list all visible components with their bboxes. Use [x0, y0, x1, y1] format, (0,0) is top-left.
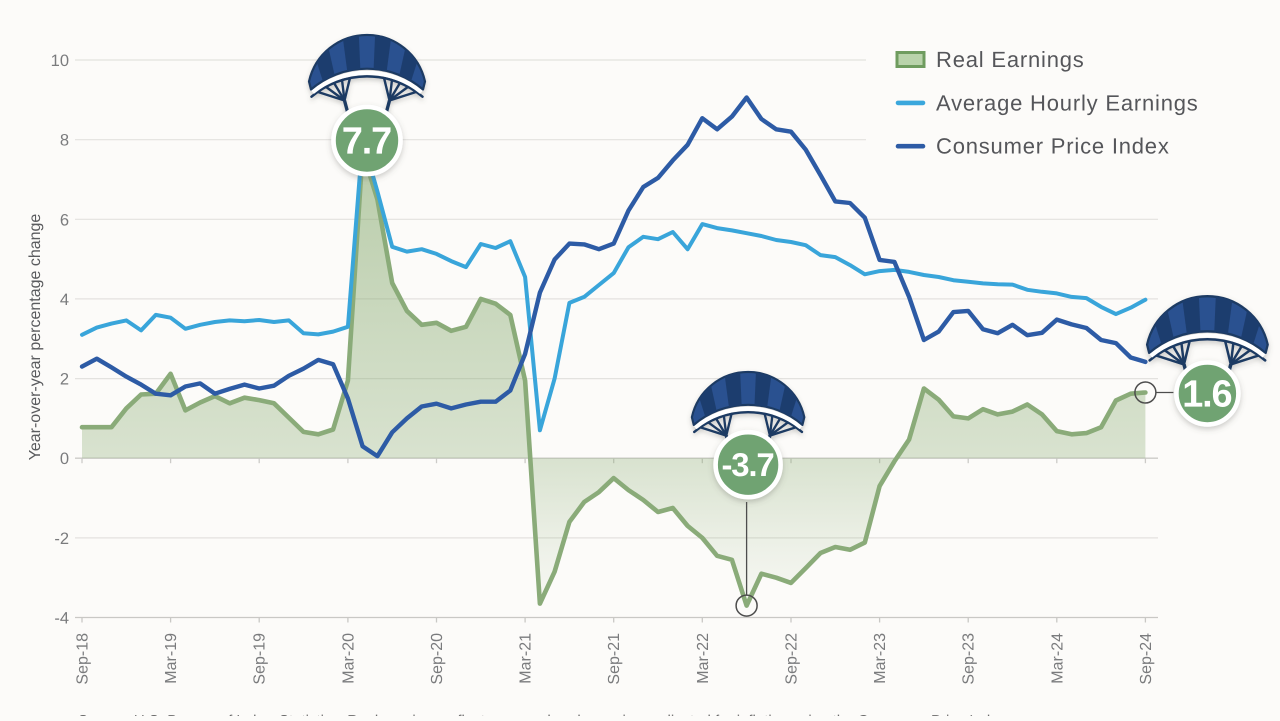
svg-text:Mar-20: Mar-20	[340, 633, 357, 684]
svg-text:Sep-22: Sep-22	[784, 633, 801, 685]
svg-text:Sep-24: Sep-24	[1138, 633, 1155, 685]
svg-text:Mar-19: Mar-19	[163, 633, 180, 684]
svg-text:-4: -4	[54, 610, 69, 628]
svg-text:Real Earnings: Real Earnings	[936, 47, 1085, 72]
svg-text:10: 10	[51, 52, 69, 70]
svg-text:Year-over-year percentage chan: Year-over-year percentage change	[27, 214, 44, 461]
svg-text:Sep-21: Sep-21	[606, 633, 623, 685]
svg-text:Mar-23: Mar-23	[872, 633, 889, 684]
svg-text:6: 6	[60, 211, 69, 229]
svg-text:Mar-22: Mar-22	[695, 633, 712, 684]
svg-text:0: 0	[60, 450, 69, 468]
svg-text:Consumer Price Index: Consumer Price Index	[936, 134, 1170, 159]
svg-text:Sep-23: Sep-23	[961, 633, 978, 685]
svg-text:Sep-20: Sep-20	[429, 633, 446, 685]
svg-text:2: 2	[60, 371, 69, 389]
svg-text:4: 4	[60, 291, 69, 309]
svg-text:Sep-19: Sep-19	[252, 633, 269, 685]
svg-text:-2: -2	[54, 530, 69, 548]
svg-text:8: 8	[60, 132, 69, 150]
svg-text:Average Hourly Earnings: Average Hourly Earnings	[936, 90, 1199, 115]
svg-text:Sep-18: Sep-18	[75, 633, 92, 685]
svg-text:Mar-24: Mar-24	[1049, 633, 1066, 684]
svg-text:Mar-21: Mar-21	[518, 633, 535, 684]
svg-text:Source: U.S. Bureau of Labor S: Source: U.S. Bureau of Labor Statistics.…	[78, 713, 1010, 717]
